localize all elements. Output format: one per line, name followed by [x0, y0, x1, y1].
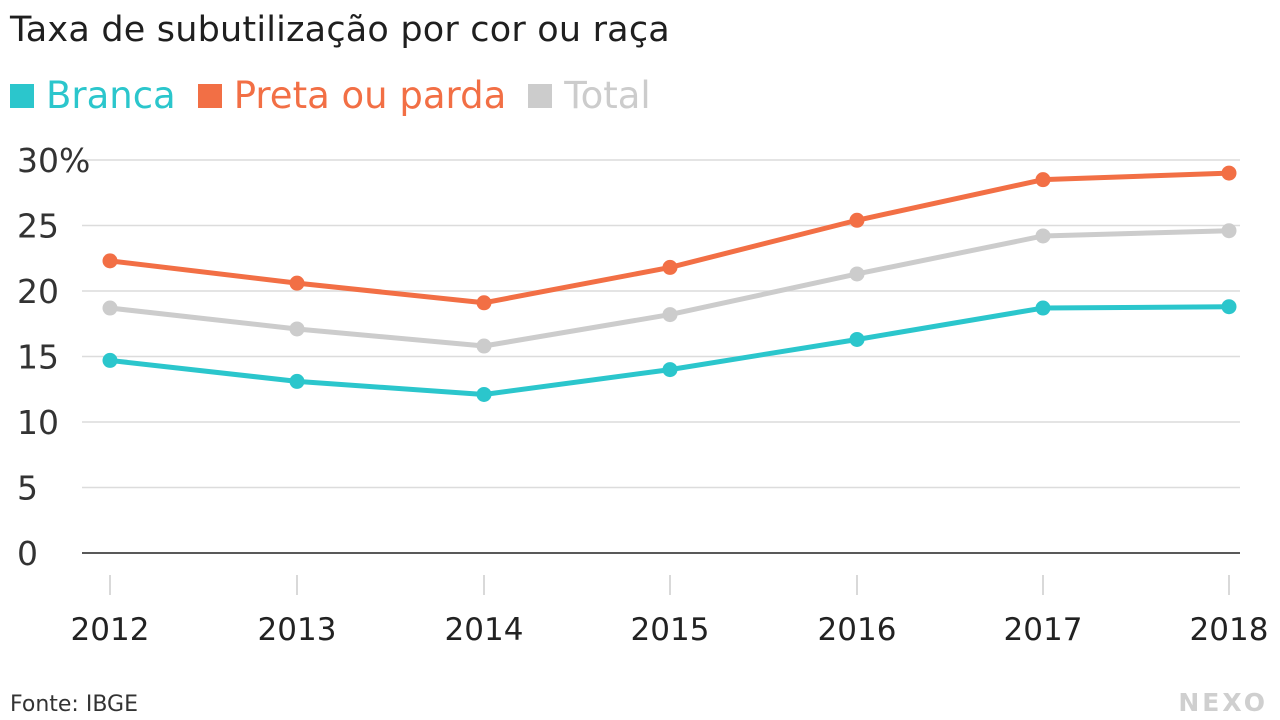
data-point-preta-ou-parda-2018 — [1221, 165, 1237, 181]
data-point-total-2013 — [289, 321, 305, 337]
x-tick-label-2014: 2014 — [445, 612, 524, 648]
data-point-preta-ou-parda-2012 — [102, 253, 118, 269]
source-note: Fonte: IBGE — [10, 692, 138, 717]
y-tick-label-30: 30% — [17, 141, 90, 180]
x-tick-label-2015: 2015 — [631, 612, 710, 648]
x-tick-label-2012: 2012 — [71, 612, 150, 648]
data-point-preta-ou-parda-2013 — [289, 275, 305, 291]
y-tick-label-5: 5 — [17, 469, 38, 508]
legend-swatch-branca — [10, 83, 34, 108]
data-point-branca-2013 — [289, 373, 305, 389]
data-point-total-2018 — [1221, 223, 1237, 239]
legend-label-preta-ou-parda: Preta ou parda — [233, 74, 507, 117]
data-point-preta-ou-parda-2016 — [849, 212, 865, 228]
legend-item-total: Total — [528, 74, 651, 117]
y-tick-label-25: 25 — [17, 207, 59, 246]
y-tick-label-10: 10 — [17, 403, 59, 442]
data-point-preta-ou-parda-2017 — [1035, 172, 1051, 188]
series-line-total — [107, 228, 1232, 349]
chart-title: Taxa de subutilização por cor ou raça — [10, 10, 670, 50]
data-point-total-2016 — [849, 266, 865, 282]
legend-swatch-total — [528, 83, 553, 108]
x-tick-label-2018: 2018 — [1190, 612, 1269, 648]
data-point-branca-2014 — [476, 386, 492, 402]
data-point-total-2012 — [102, 300, 118, 316]
data-point-branca-2018 — [1221, 299, 1237, 315]
x-tick-label-2017: 2017 — [1004, 612, 1083, 648]
data-point-branca-2017 — [1035, 300, 1051, 316]
data-point-preta-ou-parda-2014 — [476, 295, 492, 311]
data-point-branca-2016 — [849, 331, 865, 347]
brand-logo: NEXO — [1178, 688, 1268, 717]
data-point-total-2014 — [476, 338, 492, 354]
x-tick-label-2016: 2016 — [818, 612, 897, 648]
legend-item-branca: Branca — [10, 74, 176, 117]
data-point-total-2015 — [662, 307, 678, 323]
data-point-total-2017 — [1035, 228, 1051, 244]
legend-item-preta-ou-parda: Preta ou parda — [197, 74, 507, 117]
legend-label-total: Total — [564, 74, 651, 117]
x-tick-label-2013: 2013 — [258, 612, 337, 648]
data-point-branca-2012 — [102, 352, 118, 368]
chart-legend: Branca Preta ou parda Total — [10, 74, 673, 117]
y-tick-label-15: 15 — [17, 338, 59, 377]
data-point-preta-ou-parda-2015 — [662, 259, 678, 275]
y-tick-label-0: 0 — [17, 534, 38, 573]
legend-swatch-preta-ou-parda — [197, 83, 222, 108]
data-point-branca-2015 — [662, 362, 678, 378]
legend-label-branca: Branca — [46, 74, 176, 117]
y-tick-label-20: 20 — [17, 272, 59, 311]
